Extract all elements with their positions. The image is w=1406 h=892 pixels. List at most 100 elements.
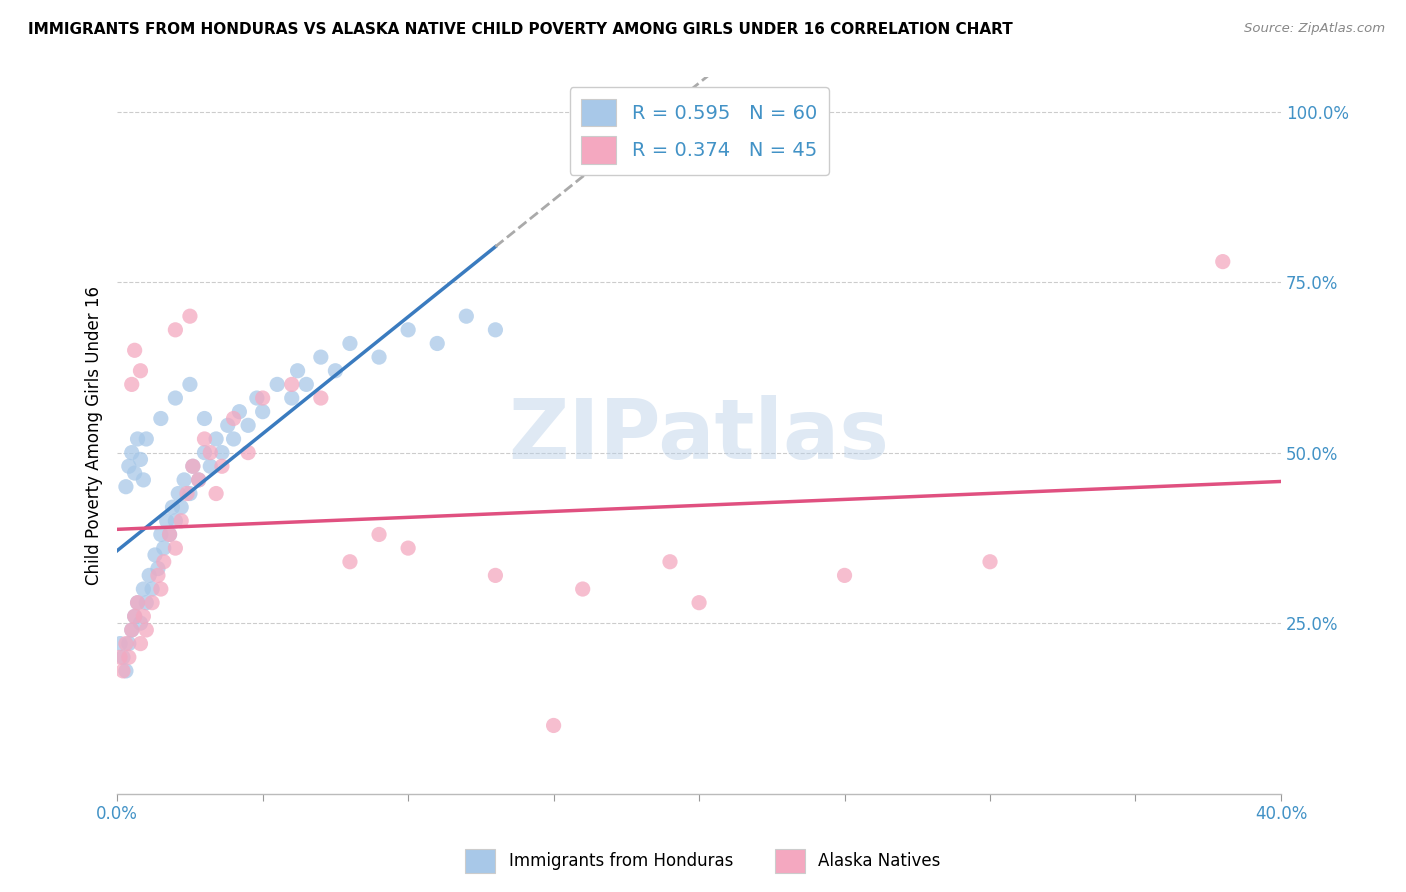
Point <box>396 541 419 555</box>
Point <box>193 411 215 425</box>
Point <box>146 568 169 582</box>
Point <box>426 336 449 351</box>
Point <box>173 473 195 487</box>
Point <box>127 596 149 610</box>
Point <box>111 664 134 678</box>
Point <box>108 637 131 651</box>
Point <box>165 514 187 528</box>
Point <box>118 650 141 665</box>
Point <box>222 432 245 446</box>
Point <box>135 432 157 446</box>
Point <box>132 582 155 596</box>
Point <box>484 323 506 337</box>
Point <box>156 514 179 528</box>
Text: Source: ZipAtlas.com: Source: ZipAtlas.com <box>1244 22 1385 36</box>
Point <box>368 350 391 364</box>
Point <box>115 637 138 651</box>
Point <box>121 377 143 392</box>
Point <box>181 459 204 474</box>
Point <box>176 486 198 500</box>
Point <box>211 459 233 474</box>
Point <box>456 309 478 323</box>
Point <box>141 582 163 596</box>
Point <box>205 486 228 500</box>
Point <box>228 405 250 419</box>
Point <box>167 486 190 500</box>
Point <box>143 548 166 562</box>
Point <box>659 555 682 569</box>
Point <box>127 596 149 610</box>
Point <box>325 364 347 378</box>
Point <box>187 473 209 487</box>
Point <box>127 432 149 446</box>
Point <box>152 541 174 555</box>
Point <box>834 568 856 582</box>
Point <box>135 623 157 637</box>
Point <box>132 473 155 487</box>
Point <box>211 445 233 459</box>
Point <box>179 309 201 323</box>
Point <box>287 364 309 378</box>
Point <box>108 650 131 665</box>
Point <box>688 596 710 610</box>
Point <box>236 445 259 459</box>
Point <box>159 527 181 541</box>
Point <box>281 391 304 405</box>
Point <box>115 480 138 494</box>
Point <box>309 391 332 405</box>
Point <box>205 432 228 446</box>
Point <box>124 609 146 624</box>
Point <box>179 486 201 500</box>
Point <box>162 500 184 515</box>
Point <box>339 336 361 351</box>
Point <box>368 527 391 541</box>
Point <box>149 582 172 596</box>
Point <box>181 459 204 474</box>
Point <box>132 609 155 624</box>
Point <box>165 541 187 555</box>
Point <box>339 555 361 569</box>
Point <box>222 411 245 425</box>
Point <box>138 568 160 582</box>
Point <box>309 350 332 364</box>
Point <box>193 445 215 459</box>
Point <box>129 616 152 631</box>
Point <box>396 323 419 337</box>
Point <box>124 343 146 358</box>
Point <box>200 445 222 459</box>
Point <box>484 568 506 582</box>
Point <box>129 364 152 378</box>
Y-axis label: Child Poverty Among Girls Under 16: Child Poverty Among Girls Under 16 <box>86 286 103 585</box>
Point <box>281 377 304 392</box>
Point <box>236 418 259 433</box>
Point <box>141 596 163 610</box>
Point <box>124 466 146 480</box>
Legend: R = 0.595   N = 60, R = 0.374   N = 45: R = 0.595 N = 60, R = 0.374 N = 45 <box>569 87 828 175</box>
Point <box>252 405 274 419</box>
Point <box>121 445 143 459</box>
Point <box>111 650 134 665</box>
Point <box>129 452 152 467</box>
Point <box>149 527 172 541</box>
Point <box>246 391 269 405</box>
Point <box>129 637 152 651</box>
Point <box>115 664 138 678</box>
Point <box>179 377 201 392</box>
Point <box>979 555 1001 569</box>
Point <box>295 377 318 392</box>
Point <box>159 527 181 541</box>
Text: IMMIGRANTS FROM HONDURAS VS ALASKA NATIVE CHILD POVERTY AMONG GIRLS UNDER 16 COR: IMMIGRANTS FROM HONDURAS VS ALASKA NATIV… <box>28 22 1012 37</box>
Point <box>266 377 288 392</box>
Point <box>165 323 187 337</box>
Point <box>543 718 565 732</box>
Point <box>170 514 193 528</box>
Point <box>124 609 146 624</box>
Legend: Immigrants from Honduras, Alaska Natives: Immigrants from Honduras, Alaska Natives <box>458 842 948 880</box>
Point <box>121 623 143 637</box>
Point <box>149 411 172 425</box>
Point <box>118 459 141 474</box>
Point <box>170 500 193 515</box>
Point <box>121 623 143 637</box>
Point <box>1212 254 1234 268</box>
Point <box>193 432 215 446</box>
